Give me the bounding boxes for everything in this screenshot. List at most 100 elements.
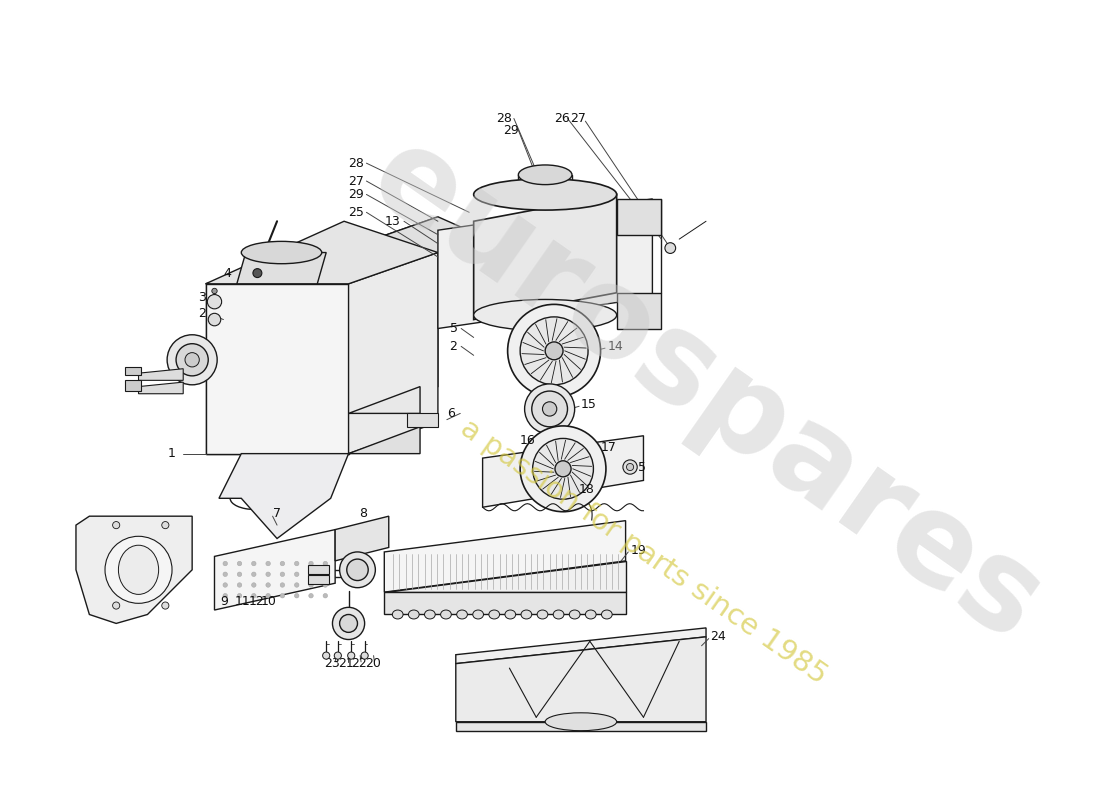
Ellipse shape (119, 546, 158, 594)
Ellipse shape (441, 610, 451, 619)
Circle shape (266, 562, 271, 566)
Text: 22: 22 (351, 657, 367, 670)
Polygon shape (206, 284, 349, 454)
Circle shape (238, 562, 242, 566)
Text: 13: 13 (384, 214, 400, 228)
Circle shape (253, 269, 262, 278)
Ellipse shape (537, 610, 548, 619)
Ellipse shape (408, 610, 419, 619)
Circle shape (323, 572, 328, 577)
Circle shape (322, 652, 330, 659)
Circle shape (525, 384, 574, 434)
Circle shape (280, 594, 285, 598)
Polygon shape (349, 386, 420, 414)
Polygon shape (219, 454, 349, 538)
Polygon shape (76, 516, 192, 623)
Circle shape (167, 334, 217, 385)
Polygon shape (308, 575, 329, 584)
Text: 3: 3 (198, 290, 207, 304)
Text: eurospares: eurospares (348, 115, 1065, 667)
Polygon shape (336, 516, 388, 561)
Ellipse shape (505, 610, 516, 619)
Circle shape (295, 562, 299, 566)
Circle shape (223, 562, 228, 566)
Polygon shape (455, 722, 706, 730)
Circle shape (252, 572, 256, 577)
Circle shape (238, 594, 242, 598)
Circle shape (185, 353, 199, 367)
Ellipse shape (473, 610, 484, 619)
Text: 6: 6 (447, 407, 454, 420)
Circle shape (332, 607, 364, 639)
Ellipse shape (474, 179, 617, 210)
Text: 1: 1 (168, 447, 176, 460)
Circle shape (223, 572, 228, 577)
Circle shape (295, 572, 299, 577)
Circle shape (348, 652, 355, 659)
Circle shape (252, 562, 256, 566)
Text: 29: 29 (349, 188, 364, 201)
Text: 24: 24 (711, 630, 726, 643)
Circle shape (623, 460, 637, 474)
Circle shape (207, 294, 221, 309)
Circle shape (280, 562, 285, 566)
Text: 19: 19 (631, 544, 647, 557)
Ellipse shape (425, 610, 436, 619)
Polygon shape (125, 380, 141, 391)
Circle shape (323, 594, 328, 598)
Ellipse shape (570, 610, 580, 619)
Circle shape (252, 582, 256, 587)
Polygon shape (206, 284, 349, 454)
Ellipse shape (553, 610, 564, 619)
Circle shape (556, 461, 571, 477)
Ellipse shape (521, 610, 531, 619)
Text: 25: 25 (349, 206, 364, 219)
Circle shape (507, 304, 601, 398)
Polygon shape (474, 194, 617, 319)
Polygon shape (308, 566, 329, 574)
Polygon shape (206, 222, 438, 284)
Text: 27: 27 (349, 174, 364, 187)
Circle shape (238, 582, 242, 587)
Polygon shape (384, 521, 626, 592)
Circle shape (323, 562, 328, 566)
Circle shape (112, 522, 120, 529)
Polygon shape (139, 382, 184, 394)
Text: 17: 17 (601, 441, 616, 454)
Text: 21: 21 (338, 657, 353, 670)
Circle shape (280, 572, 285, 577)
Polygon shape (455, 628, 706, 664)
Text: 26: 26 (554, 112, 570, 125)
Ellipse shape (602, 610, 613, 619)
Text: 28: 28 (349, 157, 364, 170)
Polygon shape (349, 253, 438, 454)
Circle shape (309, 582, 313, 587)
Circle shape (340, 614, 358, 632)
Text: 16: 16 (520, 434, 536, 446)
Circle shape (531, 391, 568, 427)
Circle shape (112, 602, 120, 609)
Circle shape (238, 572, 242, 577)
Text: 14: 14 (607, 340, 624, 353)
Circle shape (266, 582, 271, 587)
Polygon shape (483, 436, 644, 507)
Circle shape (223, 582, 228, 587)
Circle shape (223, 594, 228, 598)
Circle shape (295, 582, 299, 587)
Ellipse shape (518, 165, 572, 185)
Text: 2: 2 (450, 340, 458, 353)
Circle shape (252, 594, 256, 598)
Circle shape (208, 314, 221, 326)
Text: a passion for parts since 1985: a passion for parts since 1985 (455, 414, 832, 690)
Text: 8: 8 (360, 507, 367, 520)
Polygon shape (384, 561, 626, 592)
Circle shape (323, 582, 328, 587)
Text: 5: 5 (638, 461, 646, 474)
Circle shape (627, 463, 634, 470)
Circle shape (162, 602, 169, 609)
Text: 27: 27 (570, 112, 586, 125)
Circle shape (546, 342, 563, 360)
Text: 4: 4 (223, 266, 231, 279)
Ellipse shape (488, 610, 499, 619)
Text: 7: 7 (273, 507, 280, 520)
